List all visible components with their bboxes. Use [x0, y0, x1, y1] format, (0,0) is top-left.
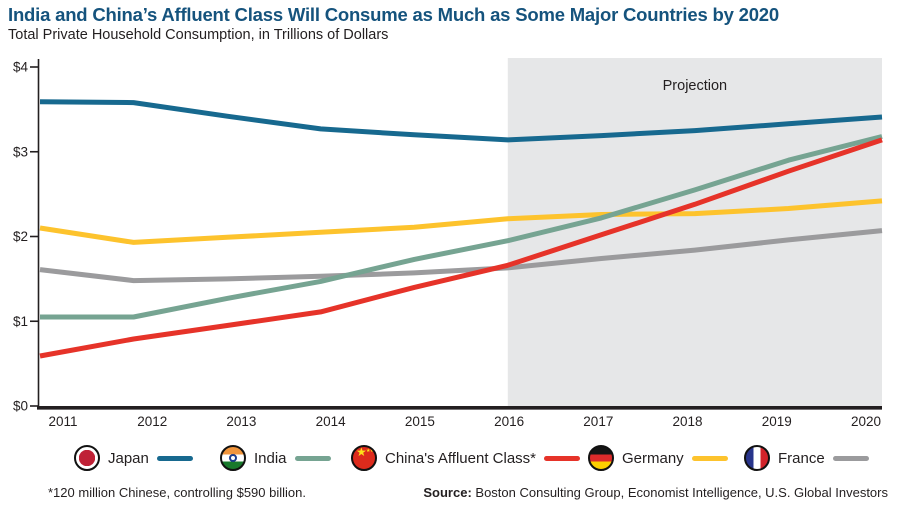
legend-swatch-india	[294, 455, 331, 461]
projection-band	[507, 58, 882, 406]
legend-label-china: China's Affluent Class*	[385, 449, 537, 467]
x-tick-label: 2011	[48, 414, 77, 429]
france-line	[39, 228, 883, 284]
y-tick-label: $0	[13, 399, 28, 414]
legend-item-india: India	[220, 442, 331, 474]
japan-line	[39, 99, 883, 143]
projection-label: Projection	[663, 78, 727, 94]
france-flag-icon	[744, 445, 770, 471]
legend-label-germany: Germany	[622, 449, 684, 467]
legend-item-japan: Japan	[74, 442, 193, 474]
source-label: Source:	[423, 485, 472, 500]
legend-swatch-germany	[691, 455, 728, 461]
x-tick-label: 2020	[851, 414, 881, 429]
y-tick-label: $1	[13, 314, 28, 329]
y-tick-label: $3	[13, 144, 28, 159]
legend-item-china: China's Affluent Class*	[351, 442, 581, 474]
china-line	[39, 137, 883, 359]
legend-item-france: France	[744, 442, 869, 474]
germany-flag-icon	[588, 445, 614, 471]
page-title: India and China’s Affluent Class Will Co…	[8, 4, 779, 25]
india-flag-icon	[220, 445, 246, 471]
y-tick-label: $2	[13, 229, 28, 244]
india-line	[40, 134, 883, 320]
legend-swatch-japan	[156, 455, 193, 461]
legend-swatch-france	[832, 455, 869, 461]
legend-swatch-china	[544, 455, 581, 461]
x-tick-label: 2015	[405, 414, 435, 429]
japan-flag-icon	[74, 445, 100, 471]
china-flag-icon	[351, 445, 377, 471]
x-tick-label: 2019	[762, 414, 792, 429]
legend-label-india: India	[254, 449, 287, 467]
x-tick-label: 2014	[316, 414, 347, 429]
germany-line	[39, 198, 883, 245]
source-text: Source: Boston Consulting Group, Economi…	[423, 485, 888, 500]
chart-subtitle: Total Private Household Consumption, in …	[8, 27, 389, 43]
line-chart: Projection $0 $1 $2 $3 $4 2011 2012 2013 2014 2015…	[13, 58, 883, 429]
legend-item-germany: Germany	[588, 442, 728, 474]
footnote: *120 million Chinese, controlling $590 b…	[48, 485, 306, 500]
chart-legend: Japan India China's Affluent Class* Germ…	[0, 442, 900, 476]
x-tick-label: 2012	[137, 414, 167, 429]
x-tick-label: 2016	[494, 414, 524, 429]
legend-label-japan: Japan	[108, 449, 149, 467]
legend-label-france: France	[778, 449, 825, 467]
x-tick-label: 2017	[583, 414, 613, 429]
y-tick-label: $4	[13, 60, 29, 75]
x-tick-label: 2013	[226, 414, 256, 429]
chart-footer: *120 million Chinese, controlling $590 b…	[0, 485, 900, 500]
x-tick-label: 2018	[673, 414, 703, 429]
